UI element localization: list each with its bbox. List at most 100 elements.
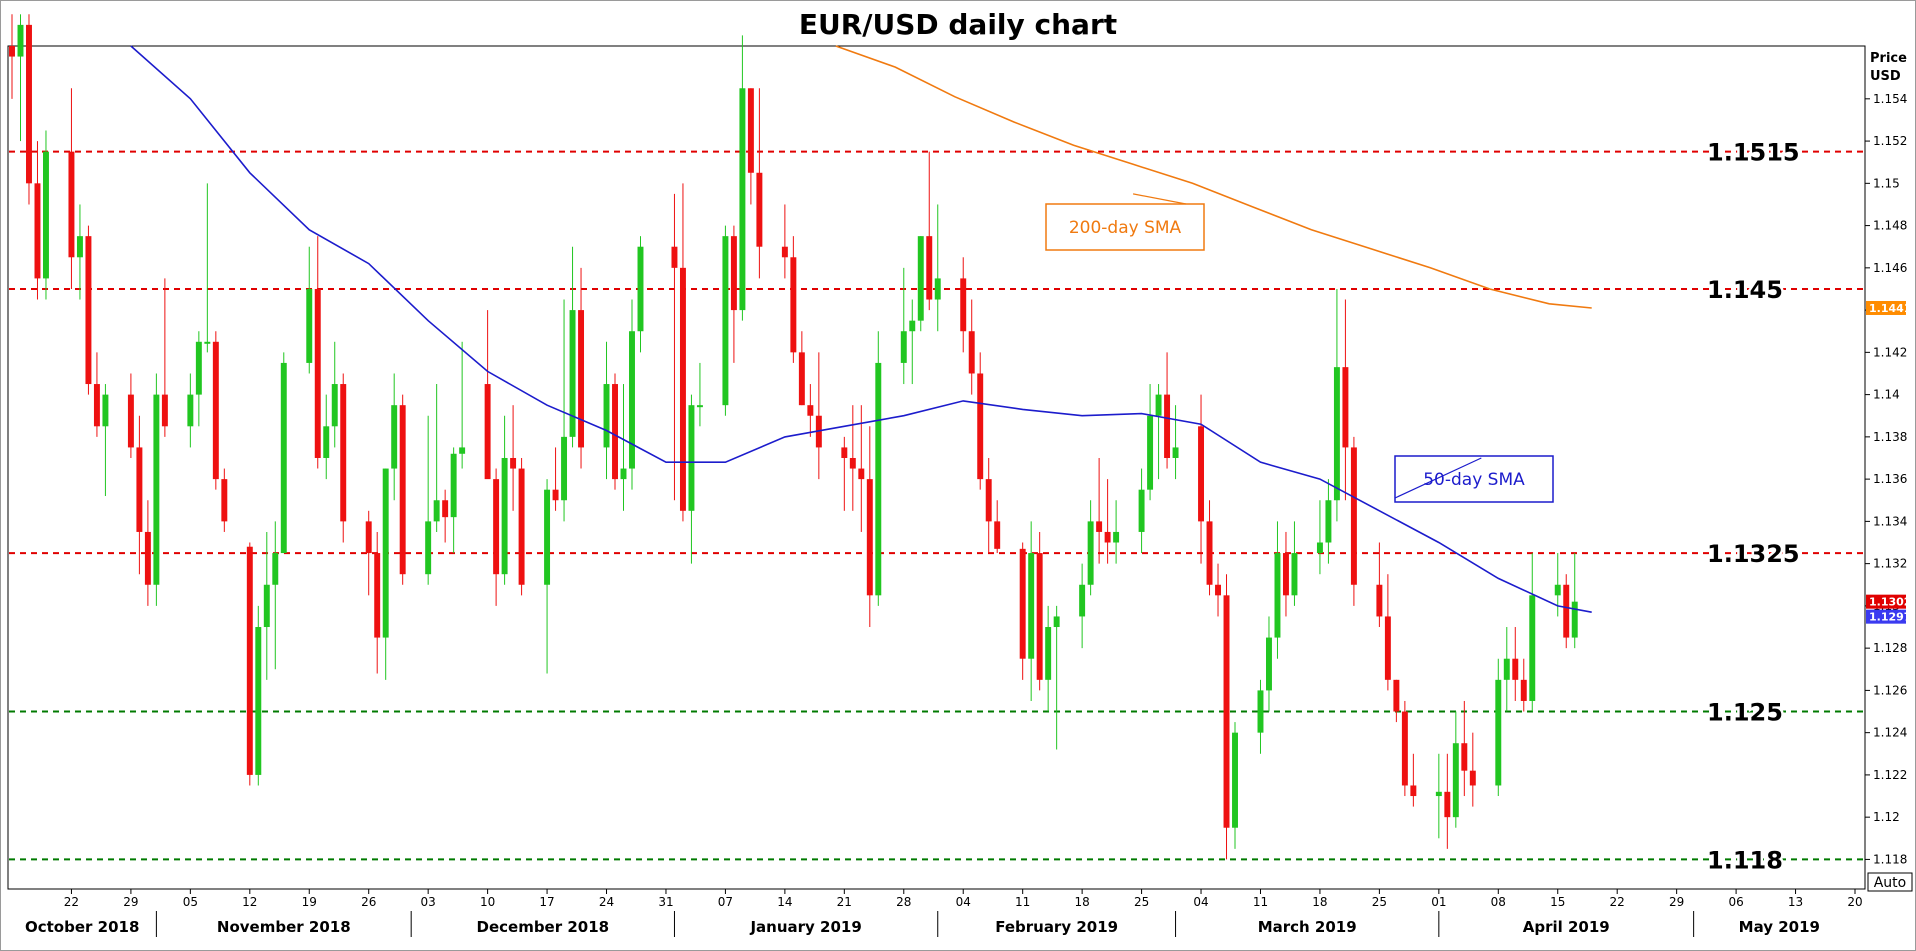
y-tick-label: 1.138 <box>1873 430 1907 444</box>
candle-body <box>1266 637 1272 691</box>
candle-body <box>1444 791 1451 818</box>
candle-body <box>926 236 933 300</box>
price-tag <box>1866 609 1906 624</box>
candle-body <box>161 394 168 427</box>
candle-body <box>93 384 100 427</box>
candle-body <box>1198 426 1205 522</box>
candle-body <box>510 457 517 469</box>
candle-body <box>1325 500 1332 543</box>
auto-scale-button[interactable] <box>1867 872 1913 892</box>
candle-body <box>1215 584 1221 596</box>
candle-body <box>671 246 678 268</box>
candle-body <box>730 236 737 311</box>
candle-body <box>1452 743 1459 818</box>
y-tick-label: 1.12 <box>1873 810 1900 824</box>
x-tick-label: 06 <box>1728 895 1743 909</box>
x-tick-label: 15 <box>1550 895 1565 909</box>
candle-body <box>909 320 916 332</box>
candle-body <box>212 341 219 480</box>
level-label: 1.1515 <box>1707 139 1800 167</box>
candle-body <box>747 88 754 173</box>
candle-body <box>263 584 270 628</box>
candle-body <box>17 24 24 57</box>
y-tick-label: 1.14 <box>1873 388 1900 402</box>
candle-body <box>331 384 338 427</box>
candle-body <box>544 489 551 585</box>
candle-body <box>314 288 321 458</box>
x-tick-label: 25 <box>1372 895 1387 909</box>
candle-body <box>858 468 865 480</box>
level-label: 1.118 <box>1707 846 1783 874</box>
candle-body <box>637 246 644 332</box>
candle-body <box>34 183 41 279</box>
candle-body <box>340 384 347 522</box>
annotation-box <box>1045 203 1205 251</box>
candle-body <box>374 553 381 638</box>
x-axis-months: October 2018 November 2018 December 2018 Ja… <box>25 911 1820 937</box>
candle-body <box>994 521 1001 549</box>
candle-body <box>1384 616 1391 680</box>
x-tick-label: 10 <box>480 895 495 909</box>
candle-body <box>1435 791 1442 797</box>
annotation-box <box>1394 455 1554 503</box>
month-label: October 2018 <box>25 918 139 936</box>
candle-body <box>433 500 440 522</box>
horizontal-levels: 1.1515 1.145 1.1325 1.125 1.118 <box>9 136 1864 877</box>
candle-body <box>1028 553 1035 659</box>
moving-averages <box>130 45 1592 613</box>
candle-body <box>934 278 941 300</box>
level-label: 1.1325 <box>1707 540 1800 568</box>
candle-body <box>679 267 686 511</box>
candle-body <box>221 479 228 522</box>
candle-body <box>1571 601 1578 638</box>
candle-body <box>1045 627 1052 680</box>
candle-body <box>1520 679 1527 701</box>
candle-body <box>841 447 848 458</box>
candle-body <box>696 405 703 408</box>
candle-body <box>1104 531 1111 543</box>
candle-body <box>1079 584 1086 617</box>
month-label: February 2019 <box>995 918 1118 936</box>
candle-body <box>85 236 92 385</box>
candle-body <box>459 447 466 454</box>
candles <box>9 14 1578 860</box>
candle-body <box>620 468 627 480</box>
candle-body <box>1053 616 1060 628</box>
candle-body <box>144 531 151 585</box>
price-tag-label: 1.1441 <box>1869 302 1911 315</box>
x-tick-label: 18 <box>1074 895 1089 909</box>
candle-body <box>1393 679 1400 712</box>
y-tick-label: 1.136 <box>1873 472 1907 486</box>
y-axis-title-line-2: USD <box>1870 69 1901 84</box>
candle-body <box>1147 415 1154 490</box>
candle-body <box>1410 785 1417 797</box>
x-tick-label: 04 <box>1193 895 1208 909</box>
x-tick-label: 14 <box>777 895 792 909</box>
level-label: 1.125 <box>1707 699 1783 727</box>
candle-body <box>1350 447 1357 585</box>
candle-body <box>977 373 984 480</box>
annotation-text: 200-day SMA <box>1069 218 1182 238</box>
candle-body <box>552 489 559 501</box>
price-tag-label: 1.1302 <box>1869 596 1911 609</box>
candle-body <box>1138 489 1145 532</box>
y-tick-label: 1.15 <box>1873 176 1900 190</box>
candle-body <box>1342 367 1349 448</box>
y-tick-label: 1.134 <box>1873 514 1907 528</box>
candle-body <box>425 521 432 575</box>
candle-body <box>1554 584 1561 596</box>
x-tick-label: 25 <box>1134 895 1149 909</box>
candle-body <box>255 627 262 775</box>
x-tick-label: 07 <box>718 895 733 909</box>
candle-body <box>1206 521 1213 585</box>
candle-body <box>1223 595 1230 828</box>
candle-body <box>323 426 330 458</box>
x-tick-label: 19 <box>302 895 317 909</box>
level-label: 1.145 <box>1707 276 1783 304</box>
candle-body <box>807 405 814 416</box>
candle-body <box>875 362 882 596</box>
price-tag-label: 1.1297 <box>1869 611 1911 624</box>
candle-body <box>204 341 211 344</box>
